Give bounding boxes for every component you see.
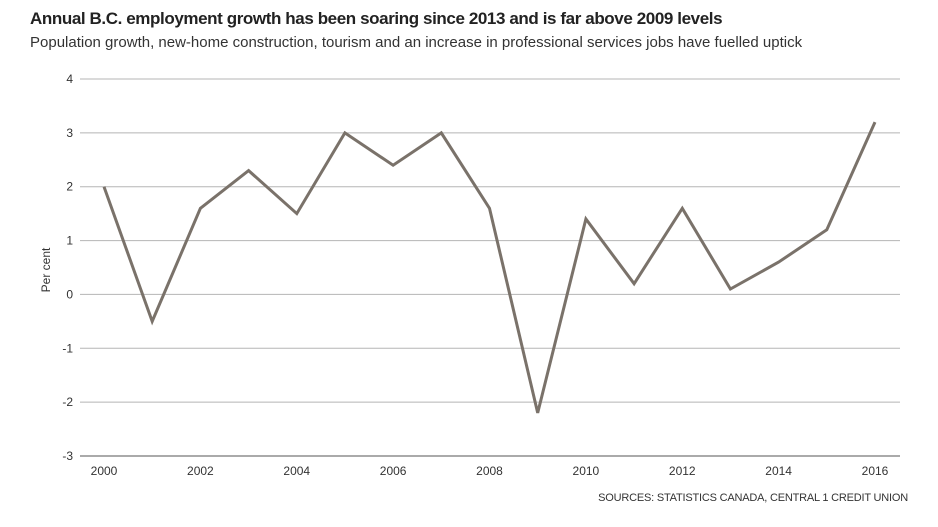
x-tick-label: 2006 bbox=[380, 464, 407, 478]
series-line bbox=[102, 121, 877, 414]
chart-subtitle: Population growth, new-home construction… bbox=[30, 34, 803, 51]
y-tick-label: 3 bbox=[66, 126, 73, 140]
y-tick-label: 1 bbox=[66, 234, 73, 248]
x-tick-label: 2004 bbox=[283, 464, 310, 478]
y-tick-label: -3 bbox=[62, 449, 73, 463]
y-tick-labels: 4 3 2 1 0 -1 -2 -3 bbox=[62, 72, 73, 463]
y-tick-label: 0 bbox=[66, 287, 73, 301]
source-note: SOURCES: STATISTICS CANADA, CENTRAL 1 CR… bbox=[598, 492, 908, 504]
y-tick-label: -2 bbox=[62, 395, 73, 409]
chart-title: Annual B.C. employment growth has been s… bbox=[30, 9, 723, 28]
x-tick-label: 2008 bbox=[476, 464, 503, 478]
y-tick-label: -1 bbox=[62, 341, 73, 355]
y-tick-label: 4 bbox=[66, 72, 73, 86]
x-tick-label: 2012 bbox=[669, 464, 696, 478]
x-tick-label: 2010 bbox=[573, 464, 600, 478]
grid-lines bbox=[80, 78, 900, 457]
x-tick-label: 2002 bbox=[187, 464, 214, 478]
x-tick-label: 2016 bbox=[862, 464, 889, 478]
y-axis-label: Per cent bbox=[39, 247, 53, 292]
series bbox=[102, 121, 877, 414]
x-tick-labels: 2000 2002 2004 2006 2008 2010 2012 2014 2016 bbox=[91, 464, 889, 478]
x-tick-label: 2000 bbox=[91, 464, 118, 478]
y-tick-label: 2 bbox=[66, 180, 73, 194]
x-tick-label: 2014 bbox=[765, 464, 792, 478]
